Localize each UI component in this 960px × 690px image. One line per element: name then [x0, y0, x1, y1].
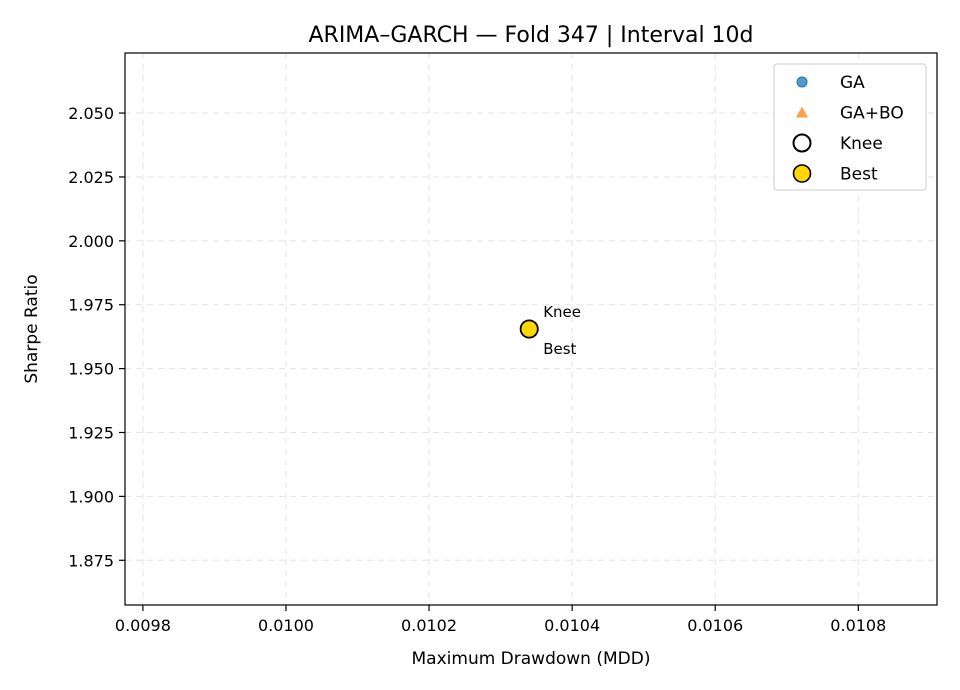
legend-entry-knee: Knee — [792, 133, 883, 154]
annotations: Knee Best — [543, 303, 581, 358]
chart-title: ARIMA–GARCH — Fold 347 | Interval 10d — [308, 23, 753, 48]
best-point — [519, 319, 539, 339]
y-tick-label: 2.050 — [68, 104, 114, 123]
x-tick-label: 0.0102 — [401, 616, 457, 635]
legend-box — [773, 63, 927, 191]
legend-label-ga-bo: GA+BO — [840, 104, 904, 124]
legend-marker-best — [792, 164, 812, 183]
x-tick-label: 0.0098 — [115, 616, 171, 635]
y-tick-label: 2.000 — [68, 232, 114, 251]
x-tick-label: 0.0104 — [544, 616, 600, 635]
y-tick-label: 1.875 — [68, 551, 114, 570]
legend-label-best: Best — [840, 165, 878, 185]
annotation-best: Best — [543, 340, 576, 358]
y-axis-label: Sharpe Ratio — [22, 274, 42, 383]
x-tick-label: 0.0106 — [687, 616, 743, 635]
legend-entry-ga: GA — [796, 73, 865, 93]
y-tick-label: 2.025 — [68, 168, 114, 187]
axis-ticks: 0.0098 0.0100 0.0102 0.0104 0.0106 0.0108 1.87… — [68, 104, 886, 635]
legend-label-knee: Knee — [840, 134, 883, 154]
x-tick-label: 0.0108 — [830, 616, 886, 635]
y-tick-label: 1.925 — [68, 424, 114, 443]
legend: GA GA+BO Knee Best — [773, 63, 927, 191]
x-tick-label: 0.0100 — [258, 616, 314, 635]
y-tick-label: 1.975 — [68, 296, 114, 315]
annotation-knee: Knee — [543, 303, 581, 321]
legend-entry-ga-bo: GA+BO — [796, 104, 904, 124]
legend-marker-ga — [796, 76, 808, 88]
plot-markers — [519, 319, 539, 339]
x-axis-label: Maximum Drawdown (MDD) — [412, 649, 651, 669]
y-tick-label: 1.950 — [68, 360, 114, 379]
legend-entry-best: Best — [792, 164, 878, 185]
legend-marker-knee — [792, 133, 812, 153]
y-tick-label: 1.900 — [68, 487, 114, 506]
legend-marker-ga-bo — [796, 106, 808, 118]
legend-label-ga: GA — [840, 73, 865, 93]
plot-frame — [124, 52, 938, 606]
